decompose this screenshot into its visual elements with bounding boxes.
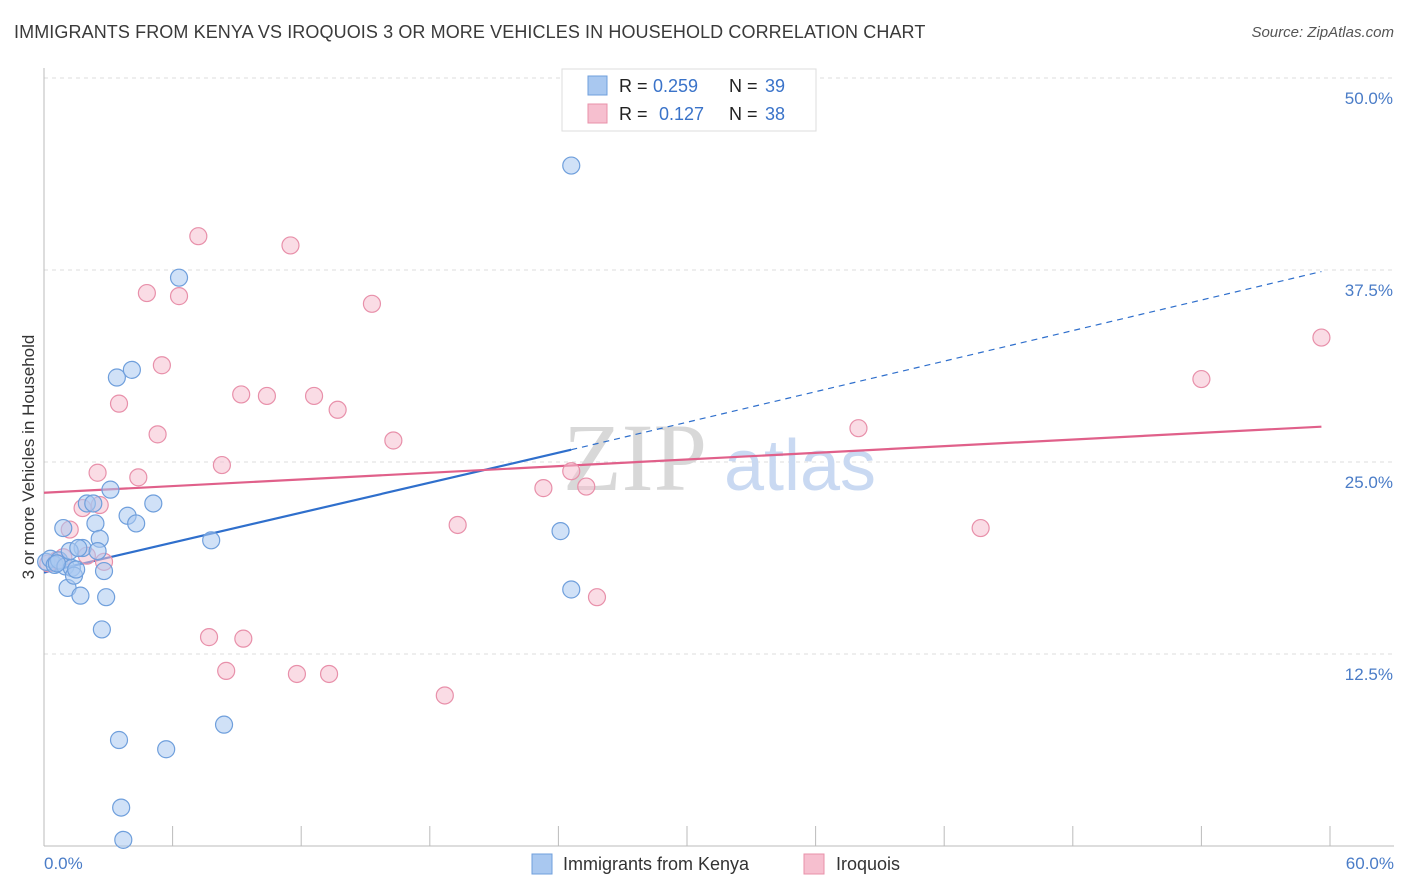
point-iroquois xyxy=(1192,369,1211,389)
point-kenya xyxy=(551,522,570,541)
point-iroquois xyxy=(232,385,251,404)
point-iroquois xyxy=(217,661,236,680)
point-kenya xyxy=(562,156,581,175)
point-kenya xyxy=(157,740,176,759)
point-kenya xyxy=(54,518,73,538)
point-iroquois xyxy=(109,394,129,413)
point-iroquois xyxy=(129,468,148,487)
point-iroquois xyxy=(189,227,208,246)
point-iroquois xyxy=(384,431,403,450)
point-iroquois xyxy=(534,479,553,498)
point-kenya xyxy=(109,730,129,750)
point-iroquois xyxy=(328,400,347,419)
x-ticks xyxy=(172,826,1331,846)
point-iroquois xyxy=(212,455,231,475)
point-kenya xyxy=(92,620,111,639)
point-kenya xyxy=(202,531,221,550)
y-tick-label: 25.0% xyxy=(1345,473,1393,492)
legend-n-value-1: 39 xyxy=(765,76,785,96)
legend-label-iroquois: Iroquois xyxy=(836,854,900,874)
watermark-atlas: atlas xyxy=(724,426,876,506)
point-kenya xyxy=(144,494,163,513)
legend-r-label-2: R = xyxy=(619,104,648,124)
point-iroquois xyxy=(88,463,107,482)
point-kenya xyxy=(169,268,189,287)
point-kenya xyxy=(107,368,126,387)
point-kenya xyxy=(562,580,581,599)
point-kenya xyxy=(47,554,66,573)
chart-title: IMMIGRANTS FROM KENYA VS IROQUOIS 3 OR M… xyxy=(14,22,926,42)
point-iroquois xyxy=(587,588,607,607)
point-iroquois xyxy=(304,386,324,406)
point-kenya xyxy=(86,514,105,533)
point-iroquois xyxy=(234,629,253,648)
series-legend: Immigrants from Kenya Iroquois xyxy=(531,853,900,875)
point-kenya xyxy=(69,538,88,558)
point-iroquois xyxy=(169,287,189,306)
point-kenya xyxy=(97,588,116,607)
legend-n-label-1: N = xyxy=(729,76,758,96)
legend-n-value-2: 38 xyxy=(765,104,785,124)
y-tick-labels: 12.5% 25.0% 37.5% 50.0% xyxy=(1345,89,1393,684)
point-iroquois xyxy=(152,356,171,375)
trend-lines xyxy=(43,270,1322,574)
legend-r-value-2: 0.127 xyxy=(659,104,704,124)
y-tick-label: 37.5% xyxy=(1345,281,1393,300)
x-tick-label-max: 60.0% xyxy=(1346,854,1394,873)
point-iroquois xyxy=(257,386,277,406)
point-kenya xyxy=(112,798,131,817)
y-axis-label: 3 or more Vehicles in Household xyxy=(19,335,38,580)
x-tick-label-min: 0.0% xyxy=(44,854,83,873)
point-iroquois xyxy=(435,686,454,705)
point-kenya xyxy=(84,494,103,513)
legend-r-label-1: R = xyxy=(619,76,648,96)
point-iroquois xyxy=(287,664,307,684)
legend-swatch-kenya xyxy=(531,853,553,875)
point-kenya xyxy=(127,514,146,533)
point-iroquois xyxy=(281,236,300,255)
point-kenya xyxy=(94,561,114,581)
point-kenya xyxy=(214,715,234,734)
y-tick-label: 50.0% xyxy=(1345,89,1393,108)
point-kenya xyxy=(122,360,141,379)
point-iroquois xyxy=(319,664,339,684)
trend-line-extension xyxy=(571,270,1322,451)
legend-swatch-iroquois xyxy=(803,853,825,875)
legend-n-label-2: N = xyxy=(729,104,758,124)
legend-swatch-pink xyxy=(587,103,608,124)
point-iroquois xyxy=(562,462,581,481)
point-iroquois xyxy=(448,515,467,535)
y-tick-label: 12.5% xyxy=(1345,665,1393,684)
legend-label-kenya: Immigrants from Kenya xyxy=(563,854,750,874)
point-iroquois xyxy=(362,294,382,313)
point-kenya xyxy=(114,830,133,849)
point-kenya xyxy=(101,480,120,499)
trend-line xyxy=(43,425,1322,494)
point-iroquois xyxy=(1312,328,1331,347)
point-kenya xyxy=(67,560,86,579)
point-kenya xyxy=(71,586,90,605)
point-iroquois xyxy=(148,425,167,444)
point-iroquois xyxy=(849,419,868,438)
data-points xyxy=(37,156,1331,849)
legend-r-value-1: 0.259 xyxy=(653,76,698,96)
point-iroquois xyxy=(199,628,219,647)
point-iroquois xyxy=(137,283,156,303)
legend-swatch-blue xyxy=(587,75,608,96)
source-label: Source: ZipAtlas.com xyxy=(1251,24,1394,41)
stats-legend: R = 0.259 N = 39 R = 0.127 N = 38 xyxy=(561,68,817,132)
point-iroquois xyxy=(971,518,990,538)
gridlines xyxy=(44,77,1394,655)
point-kenya xyxy=(88,541,107,561)
point-iroquois xyxy=(577,477,596,496)
